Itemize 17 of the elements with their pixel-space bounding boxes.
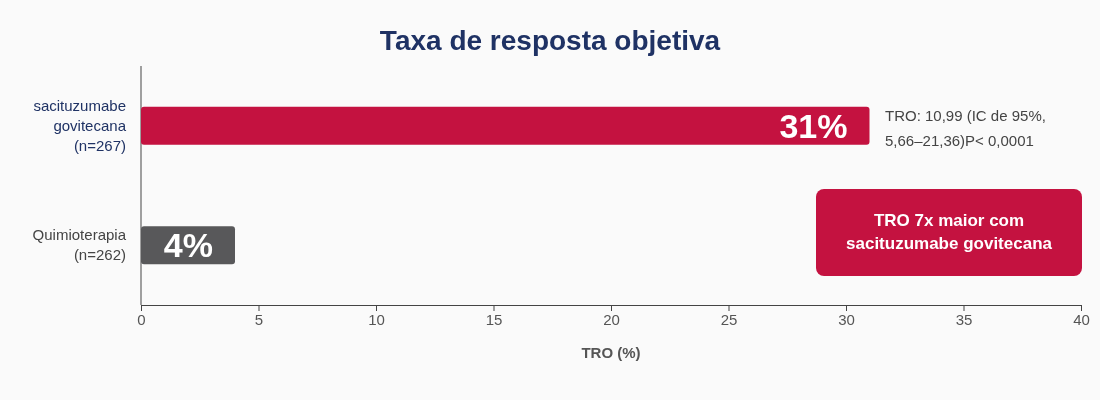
x-tick-label: 35: [955, 310, 973, 328]
x-tick-label: 30: [838, 310, 855, 328]
x-tick-label: 10: [368, 310, 385, 328]
y-tick-label: Quimioterapia (n=262): [32, 226, 127, 264]
annotation: TRO 7x maior com sacituzumabe govitecana: [846, 211, 1053, 253]
x-tick-label: 0: [137, 310, 146, 328]
x-axis-title: TRO (%): [581, 344, 641, 361]
x-tick-label: 5: [254, 310, 264, 328]
data-label: 31%: [779, 106, 848, 145]
x-tick-label: 25: [720, 310, 738, 328]
y-tick-label: sacituzumabe govitecana (n=267): [33, 96, 127, 154]
chart-title: Taxa de resposta objetiva: [379, 25, 721, 56]
x-tick-label: 15: [485, 310, 503, 328]
data-label: 4%: [163, 226, 213, 265]
x-tick-label: 40: [1073, 310, 1090, 328]
x-tick-label: 20: [603, 310, 620, 328]
annotation: TRO: 10,99 (IC de 95%, 5,66–21,36)P< 0,0001: [885, 107, 1046, 149]
